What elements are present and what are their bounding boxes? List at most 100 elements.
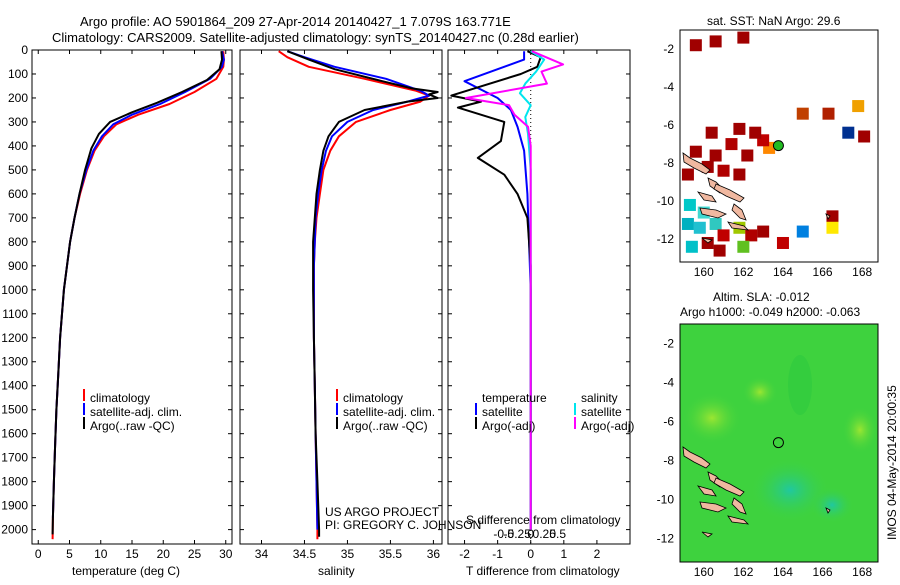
sst-cell [796, 225, 809, 238]
sla-land-santa-cruz [825, 507, 831, 514]
difference-legend-salinity-header: salinity [581, 391, 618, 405]
header-title-line1: Argo profile: AO 5901864_209 27-Apr-2014… [80, 14, 511, 29]
sla-land-malaita [731, 497, 747, 515]
sst-map-xtick-label: 166 [813, 265, 833, 279]
sla-map-land [682, 446, 831, 538]
depth-tick-label: 1400 [1, 379, 28, 393]
sst-cell [689, 145, 702, 158]
temperature-series-climatology [51, 51, 225, 540]
salinity-panel-frame [239, 49, 443, 545]
sst-map-xtick-label: 168 [852, 265, 872, 279]
sla-map-frame [679, 323, 879, 563]
sst-cell [693, 221, 706, 234]
sst-cell [822, 107, 835, 120]
sst-cell [713, 244, 726, 257]
difference-xlabel-top: S difference from climatology [466, 513, 621, 527]
sst-map-xtick-label: 164 [773, 265, 793, 279]
sst-land-rennell [701, 237, 713, 244]
sla-map-xtick-label: 166 [813, 565, 833, 579]
sla-low-anomaly-east [810, 487, 854, 523]
sla-map-ytick-label: -4 [663, 376, 674, 390]
depth-tick-label: 1100 [2, 307, 28, 321]
salinity-xtick-label: 35 [341, 547, 355, 561]
temperature-curves [51, 50, 225, 540]
sla-argo-location-marker [772, 437, 784, 449]
sst-land-santa-isabel [713, 183, 745, 203]
difference-xtick-label: 1 [560, 547, 567, 561]
sla-land-bougainville [682, 446, 711, 469]
depth-tick-label: 1300 [1, 355, 28, 369]
header-title-line2: Climatology: CARS2009. Satellite-adjuste… [52, 30, 579, 45]
salinity-xtick-label: 36 [427, 547, 441, 561]
temperature-xlabel: temperature (deg C) [72, 564, 180, 578]
depth-tick-label: 200 [8, 91, 28, 105]
depth-tick-label: 0 [21, 43, 28, 57]
sst-cell [858, 130, 871, 143]
sla-high-anomaly-2 [742, 376, 778, 408]
sst-cell [733, 122, 746, 135]
temperature-xtick-label: 20 [157, 547, 171, 561]
sst-cell [709, 149, 722, 162]
salinity-xtick-label: 34.5 [293, 547, 317, 561]
difference-legend-sal-satellite: satellite [581, 405, 622, 419]
sst-map-ytick-label: -2 [663, 42, 674, 56]
temperature-xtick-label: 15 [125, 547, 139, 561]
sst-argo-location-marker [772, 140, 784, 152]
sst-cell [737, 31, 750, 44]
temperature-xtick-label: 10 [94, 547, 108, 561]
depth-tick-label: 1800 [1, 475, 28, 489]
sst-cell [842, 126, 855, 139]
difference-xlabel-bottom: T difference from climatology [466, 564, 620, 578]
sla-map-title-line1: Altim. SLA: -0.012 [713, 290, 810, 304]
sst-cell [737, 240, 750, 253]
difference-curves [450, 50, 565, 530]
salinity-legend-satellite: satellite-adj. clim. [343, 405, 435, 419]
sst-cell [681, 217, 694, 230]
temperature-legend-climatology: climatology [90, 391, 150, 405]
temperature-xtick-label: 5 [66, 547, 73, 561]
difference-series-temperature-argo-adj- [450, 50, 542, 530]
sst-cell [776, 236, 789, 249]
sst-map-ytick-label: -6 [663, 118, 674, 132]
credit-line1: US ARGO PROJECT [325, 505, 440, 519]
temperature-series-argo-raw-qc- [51, 51, 223, 535]
sla-low-anomaly [750, 458, 830, 522]
difference-legend: temperature salinity satellite Argo(-adj… [482, 391, 634, 433]
sla-map-ytick-label: -8 [663, 454, 674, 468]
depth-tick-label: 1200 [1, 331, 28, 345]
salinity-diff-tick-label: 0.25 [533, 527, 557, 541]
depth-tick-label: 700 [8, 211, 28, 225]
difference-series-salinity-argo-adj- [464, 50, 565, 530]
sst-cell [745, 229, 758, 242]
temperature-legend: climatology satellite-adj. clim. Argo(..… [90, 391, 182, 433]
sst-cell [681, 168, 694, 181]
temperature-legend-satellite: satellite-adj. clim. [90, 405, 182, 419]
depth-tick-label: 600 [8, 187, 28, 201]
sst-cell [796, 107, 809, 120]
sst-cell [685, 240, 698, 253]
sst-land-new-georgia [696, 191, 717, 203]
sla-map-field [680, 324, 878, 562]
sst-cell [741, 149, 754, 162]
depth-tick-label: 1700 [1, 451, 28, 465]
sla-mid-band [788, 355, 812, 415]
salinity-legend: climatology satellite-adj. clim. Argo(..… [343, 391, 435, 433]
salinity-xtick-label: 35.5 [379, 547, 403, 561]
salinity-legend-climatology: climatology [343, 391, 403, 405]
sla-map-xtick-label: 164 [773, 565, 793, 579]
credit-line2: PI: GREGORY C. JOHNSON [325, 518, 481, 532]
difference-panel-frame [447, 49, 631, 545]
sla-map-xtick-label: 168 [852, 565, 872, 579]
temperature-series-satellite-adj-clim- [51, 50, 225, 518]
depth-tick-label: 900 [8, 259, 28, 273]
sst-cell [709, 217, 722, 230]
sla-land-makira [727, 515, 750, 525]
sla-land-rennell [701, 531, 713, 538]
sst-land-santa-cruz [825, 213, 831, 220]
depth-tick-label: 400 [8, 139, 28, 153]
sst-cell [689, 39, 702, 52]
sst-map-ytick-label: -10 [657, 194, 675, 208]
sla-map-title-line2: Argo h1000: -0.049 h2000: -0.063 [680, 305, 860, 319]
sst-land-bougainville [682, 152, 711, 175]
